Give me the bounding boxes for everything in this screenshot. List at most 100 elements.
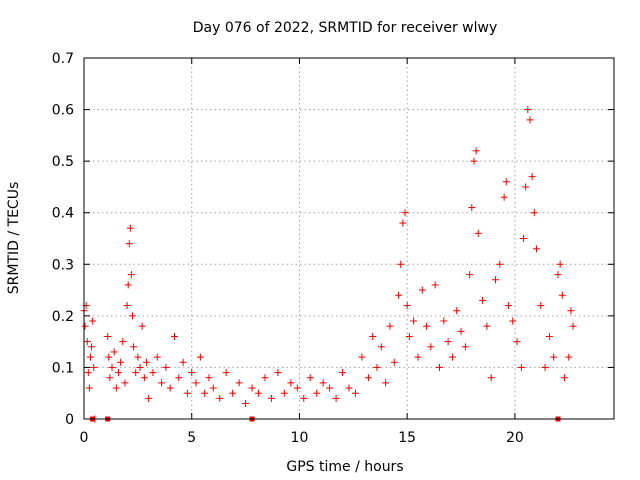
data-point <box>522 183 530 191</box>
data-point <box>386 322 394 330</box>
data-point <box>403 302 411 310</box>
data-point <box>358 353 366 361</box>
tick-labels: 0 5 10 15 20 0 0.1 0.2 0.3 0.4 0.5 0.6 0.7 <box>52 51 524 446</box>
data-point <box>166 384 174 392</box>
data-point <box>526 116 534 124</box>
data-point <box>474 229 482 237</box>
axis-ticks <box>83 57 614 420</box>
data-point <box>123 302 131 310</box>
data-point <box>345 384 353 392</box>
data-point <box>132 369 140 377</box>
data-point <box>112 384 120 392</box>
data-point <box>117 358 125 366</box>
data-point <box>377 343 385 351</box>
data-point <box>448 353 456 361</box>
data-point <box>280 389 288 397</box>
data-point <box>565 353 573 361</box>
data-point <box>423 322 431 330</box>
chart-title: Day 076 of 2022, SRMTID for receiver wlw… <box>193 20 498 36</box>
x-tick-label: 5 <box>187 430 196 446</box>
data-point <box>369 332 377 340</box>
plot-frame <box>83 57 615 420</box>
y-axis-label: SRMTID / TECUs <box>6 182 22 295</box>
data-point <box>468 204 476 212</box>
data-point <box>121 379 129 387</box>
data-point <box>405 332 413 340</box>
data-point <box>293 384 301 392</box>
y-tick-label: 0.2 <box>52 309 74 325</box>
data-point <box>300 394 308 402</box>
data-point <box>104 332 112 340</box>
data-point <box>418 286 426 294</box>
y-tick-label: 0.3 <box>52 257 74 273</box>
data-point <box>554 271 562 279</box>
y-tick-label: 0 <box>65 412 74 428</box>
data-point <box>560 374 568 382</box>
data-point <box>83 338 91 346</box>
data-point <box>435 363 443 371</box>
data-point <box>313 389 321 397</box>
data-point <box>127 271 135 279</box>
y-tick-label: 0.7 <box>52 51 74 67</box>
data-point <box>496 260 504 268</box>
data-point <box>140 374 148 382</box>
data-point <box>390 358 398 366</box>
data-point <box>414 353 422 361</box>
data-point <box>483 322 491 330</box>
data-point <box>136 363 144 371</box>
data-point <box>431 281 439 289</box>
data-point <box>170 332 178 340</box>
data-point <box>332 394 340 402</box>
data-point <box>569 322 577 330</box>
data-point <box>364 374 372 382</box>
data-point <box>541 363 549 371</box>
data-point <box>500 193 508 201</box>
data-point <box>545 332 553 340</box>
data-point <box>125 240 133 248</box>
data-point <box>196 353 204 361</box>
data-point <box>201 389 209 397</box>
data-point <box>205 374 213 382</box>
data-point <box>149 369 157 377</box>
data-point <box>528 173 536 181</box>
data-point <box>229 389 237 397</box>
data-point <box>242 400 250 408</box>
data-point <box>188 369 196 377</box>
data-point <box>89 317 97 325</box>
data-point <box>487 374 495 382</box>
data-point <box>530 209 538 217</box>
data-point <box>287 379 295 387</box>
data-point <box>319 379 327 387</box>
data-point <box>513 338 521 346</box>
data-point <box>524 106 532 114</box>
data-point <box>444 338 452 346</box>
data-point <box>410 317 418 325</box>
data-point <box>114 369 122 377</box>
data-point <box>509 317 517 325</box>
data-point <box>124 281 132 289</box>
data-point <box>86 353 94 361</box>
data-point <box>558 291 566 299</box>
y-tick-label: 0.4 <box>52 206 74 222</box>
data-point <box>216 394 224 402</box>
y-tick-label: 0.1 <box>52 360 74 376</box>
data-point <box>453 307 461 315</box>
x-tick-label: 10 <box>291 430 309 446</box>
data-point <box>339 369 347 377</box>
data-point <box>130 343 138 351</box>
data-point <box>209 384 217 392</box>
x-tick-label: 0 <box>80 430 89 446</box>
data-point <box>492 276 500 284</box>
data-point <box>153 353 161 361</box>
data-point <box>85 384 93 392</box>
data-point <box>461 343 469 351</box>
data-point <box>179 358 187 366</box>
data-point <box>395 291 403 299</box>
y-tick-label: 0.6 <box>52 103 74 119</box>
data-point <box>119 338 127 346</box>
data-point <box>502 178 510 186</box>
data-point <box>126 224 134 232</box>
data-point <box>145 394 153 402</box>
x-tick-label: 15 <box>398 430 416 446</box>
